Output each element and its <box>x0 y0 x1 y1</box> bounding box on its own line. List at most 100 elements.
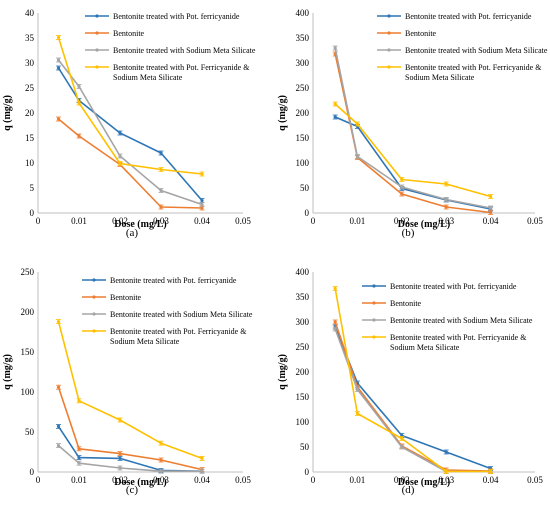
y-tick-label: 50 <box>25 427 35 437</box>
data-point <box>333 102 337 106</box>
y-tick-label: 20 <box>25 108 35 118</box>
legend-marker <box>95 14 99 18</box>
x-tick-label: 0.03 <box>153 216 169 226</box>
y-tick-label: 250 <box>296 342 310 352</box>
data-point <box>77 84 81 89</box>
series-line-1 <box>334 116 491 210</box>
x-tick-label: 0.01 <box>71 475 87 485</box>
y-tick-label: 30 <box>25 58 35 68</box>
data-point <box>200 206 204 210</box>
x-tick-label: 0 <box>311 216 316 226</box>
y-tick-label: 400 <box>296 267 310 277</box>
legend-label-4: Bentonite treated with Pot. Ferricyanide… <box>113 63 250 82</box>
legend-marker <box>372 284 376 288</box>
y-tick-label: 300 <box>296 317 310 327</box>
x-axis-title: Dose (mg/L) <box>398 477 451 488</box>
x-tick-label: 0.02 <box>394 216 410 226</box>
data-point <box>159 188 163 193</box>
legend-label-2: Bentonite <box>390 299 422 308</box>
data-point <box>118 161 122 166</box>
x-tick-label: 0.02 <box>112 475 128 485</box>
data-point <box>77 134 81 138</box>
data-point <box>400 445 404 449</box>
legend-label-4: Bentonite treated with Pot. Ferricyanide… <box>405 63 542 82</box>
y-tick-label: 250 <box>296 83 310 93</box>
data-point <box>159 167 163 172</box>
data-point <box>400 436 404 441</box>
x-tick-label: 0.01 <box>350 216 366 226</box>
legend-label-3: Bentonite treated with Sodium Meta Silic… <box>113 46 256 55</box>
legend-marker <box>387 65 391 69</box>
y-tick-label: 0 <box>30 208 35 218</box>
data-point <box>355 387 359 392</box>
panel-label: (d) <box>402 484 415 496</box>
panel-label: (c) <box>126 484 139 496</box>
x-tick-label: 0.03 <box>438 475 454 485</box>
legend-label-2: Bentonite <box>405 29 437 38</box>
data-point <box>444 469 448 474</box>
y-tick-label: 50 <box>300 183 310 193</box>
legend-marker <box>92 329 96 333</box>
x-axis-title: Dose (mg/L) <box>398 219 451 230</box>
data-point <box>444 450 448 454</box>
data-point <box>118 154 122 158</box>
legend-label-1: Bentonite treated with Pot. ferricyanide <box>405 12 532 21</box>
data-point <box>333 327 337 331</box>
data-point <box>159 469 163 473</box>
legend-label-3: Bentonite treated with Sodium Meta Silic… <box>110 310 253 319</box>
x-tick-label: 0.03 <box>153 475 169 485</box>
data-point <box>77 101 81 105</box>
legend-marker <box>92 278 96 282</box>
data-point <box>159 205 163 209</box>
legend-label-2: Bentonite <box>110 293 142 302</box>
data-point <box>159 458 163 462</box>
y-axis-title: q (mg/g) <box>2 354 13 390</box>
data-point <box>400 192 404 196</box>
y-tick-label: 5 <box>30 183 35 193</box>
y-tick-label: 200 <box>296 367 310 377</box>
data-point <box>489 469 493 474</box>
data-point <box>200 202 204 207</box>
legend-marker <box>372 301 376 305</box>
y-tick-label: 150 <box>296 133 310 143</box>
y-tick-label: 150 <box>21 347 35 357</box>
data-point <box>56 58 61 62</box>
legend-marker <box>387 31 391 35</box>
data-point <box>355 122 359 126</box>
data-point <box>56 320 61 324</box>
chart-panel-3: 0 50 100 150 200 250 0 0.01 0.02 0.03 0.04 0.05 Dose… <box>2 267 253 496</box>
data-point <box>77 447 81 451</box>
legend-marker <box>387 48 391 52</box>
x-tick-label: 0.05 <box>235 216 251 226</box>
series-line-2 <box>57 118 203 209</box>
chart-panel-1: 0 5 10 15 20 25 30 35 40 0 0.01 0.02 0.03 0.04 0.05 Dos… <box>2 8 256 239</box>
data-point <box>159 441 163 445</box>
data-point <box>333 46 337 50</box>
y-tick-label: 200 <box>21 307 35 317</box>
legend-marker <box>92 312 96 316</box>
data-point <box>56 385 61 389</box>
x-tick-label: 0.02 <box>112 216 128 226</box>
x-tick-label: 0 <box>311 475 316 485</box>
data-point <box>118 466 122 470</box>
data-point <box>444 205 448 209</box>
y-tick-label: 100 <box>296 158 310 168</box>
x-tick-label: 0 <box>36 216 41 226</box>
x-tick-label: 0.03 <box>438 216 454 226</box>
legend-label-4: Bentonite treated with Pot. Ferricyanide… <box>390 333 527 352</box>
data-point <box>333 115 337 119</box>
y-tick-label: 25 <box>25 83 35 93</box>
series-line-4 <box>57 37 203 175</box>
y-tick-label: 35 <box>25 33 35 43</box>
data-point <box>56 424 61 428</box>
x-axis-title: Dose (mg/L) <box>114 477 167 488</box>
x-tick-label: 0.01 <box>350 475 366 485</box>
y-tick-label: 40 <box>25 8 35 18</box>
data-point <box>200 456 204 460</box>
legend-label-3: Bentonite treated with Sodium Meta Silic… <box>390 316 533 325</box>
data-point <box>400 185 404 189</box>
y-tick-label: 350 <box>296 33 310 43</box>
data-point <box>355 154 359 159</box>
y-tick-label: 0 <box>305 208 310 218</box>
x-axis-title: Dose (mg/L) <box>114 219 167 230</box>
